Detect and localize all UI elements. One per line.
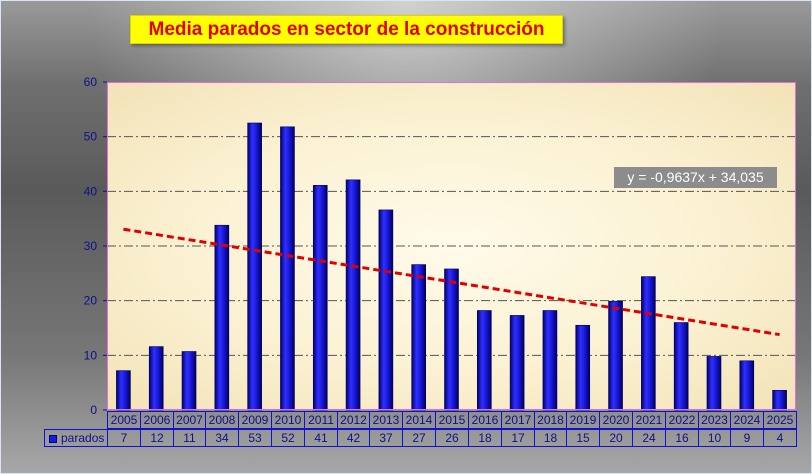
bar-2025 [772, 390, 787, 411]
bar-2009 [247, 122, 262, 411]
bar-2016 [477, 310, 492, 411]
bar-2014 [411, 264, 426, 411]
trendline [123, 227, 780, 337]
bar-2010 [280, 126, 295, 411]
bar-2011 [312, 185, 328, 411]
bar-2024 [739, 360, 755, 411]
bar-2023 [706, 356, 722, 411]
bar-2012 [345, 179, 361, 411]
chart-title: Media parados en sector de la construcci… [130, 15, 563, 44]
bar-2013 [378, 209, 394, 411]
y-tick-label: 40 [84, 184, 98, 198]
bar-2022 [673, 322, 689, 411]
bar-2017 [509, 315, 525, 411]
y-axis-ticks: 0 10 20 30 40 50 60 [84, 75, 107, 417]
bar-2020 [608, 300, 623, 411]
y-tick-label: 60 [84, 75, 98, 89]
bar-2021 [641, 276, 656, 411]
y-tick-label: 0 [90, 403, 97, 417]
bar-2005 [116, 370, 131, 411]
bar-2007 [181, 351, 197, 411]
trendline-layer [123, 227, 780, 337]
bar-2008 [214, 224, 230, 411]
bar-2006 [148, 346, 164, 411]
bar-2018 [542, 310, 558, 411]
y-tick-label: 30 [84, 239, 98, 253]
y-tick-label: 20 [84, 294, 98, 308]
bar-2015 [444, 268, 459, 411]
bars [116, 122, 787, 411]
y-tick-label: 10 [84, 348, 98, 362]
y-tick-label: 50 [84, 130, 98, 144]
trendline-equation: y = -0,9637x + 34,035 [614, 167, 777, 188]
bar-2019 [575, 324, 591, 411]
